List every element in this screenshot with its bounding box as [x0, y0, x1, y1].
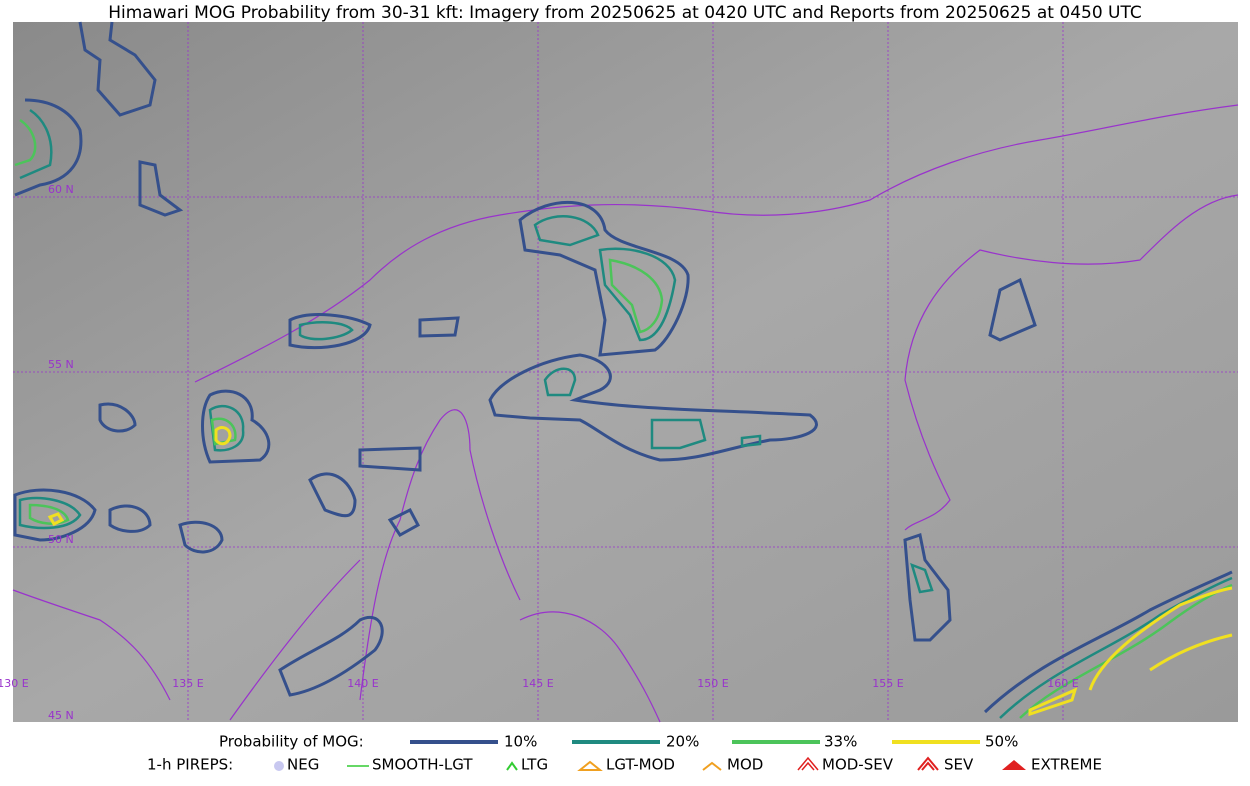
legend-item: MOD	[727, 756, 763, 774]
legend-item: SEV	[944, 756, 974, 774]
coastlines	[12, 104, 1239, 723]
legend-icon	[506, 761, 518, 771]
lon-label: 135 E	[172, 677, 203, 690]
legend-icon	[1002, 760, 1026, 770]
lon-label: 150 E	[697, 677, 728, 690]
legend-icon	[797, 756, 819, 771]
legend-item: 50%	[985, 733, 1018, 751]
grid	[13, 22, 1238, 722]
legend-item: LTG	[521, 756, 548, 774]
legend-item: 10%	[504, 733, 537, 751]
legend-item: LGT-MOD	[606, 756, 675, 774]
legend-item: EXTREME	[1031, 756, 1102, 774]
legend-item: MOD-SEV	[822, 756, 894, 774]
legend-item: 20%	[666, 733, 699, 751]
legend-icon	[274, 761, 284, 771]
legend-label: Probability of MOG:	[219, 733, 364, 751]
legend-label: 1-h PIREPS:	[147, 756, 233, 774]
legend-icon	[577, 760, 603, 771]
lat-label: 45 N	[48, 709, 74, 722]
legend-icon	[917, 756, 939, 771]
lat-label: 55 N	[48, 358, 74, 371]
legend-item: NEG	[287, 756, 319, 774]
lat-label: 60 N	[48, 183, 74, 196]
lat-labels: 60 N 55 N 50 N 45 N	[48, 183, 74, 722]
map: 60 N 55 N 50 N 45 N 130 E 135 E 140 E 14…	[0, 21, 1239, 723]
legend-item: 33%	[824, 733, 857, 751]
lon-label: 155 E	[872, 677, 903, 690]
probability-contours	[13, 21, 1233, 719]
lat-label: 50 N	[48, 533, 74, 546]
title: Himawari MOG Probability from 30-31 kft:…	[108, 3, 1142, 23]
legend-item: SMOOTH-LGT	[372, 756, 473, 774]
legend-probability: Probability of MOG: 10% 20% 33% 50%	[219, 733, 1018, 751]
lon-label: 130 E	[0, 677, 29, 690]
lon-labels: 130 E 135 E 140 E 145 E 150 E 155 E 160 …	[0, 677, 1079, 690]
lon-label: 145 E	[522, 677, 553, 690]
legend-pireps: 1-h PIREPS: NEG SMOOTH-LGT LTG LGT-MOD M…	[147, 756, 1102, 774]
lon-label: 140 E	[347, 677, 378, 690]
lon-label: 160 E	[1047, 677, 1078, 690]
legend-icon	[702, 761, 722, 771]
